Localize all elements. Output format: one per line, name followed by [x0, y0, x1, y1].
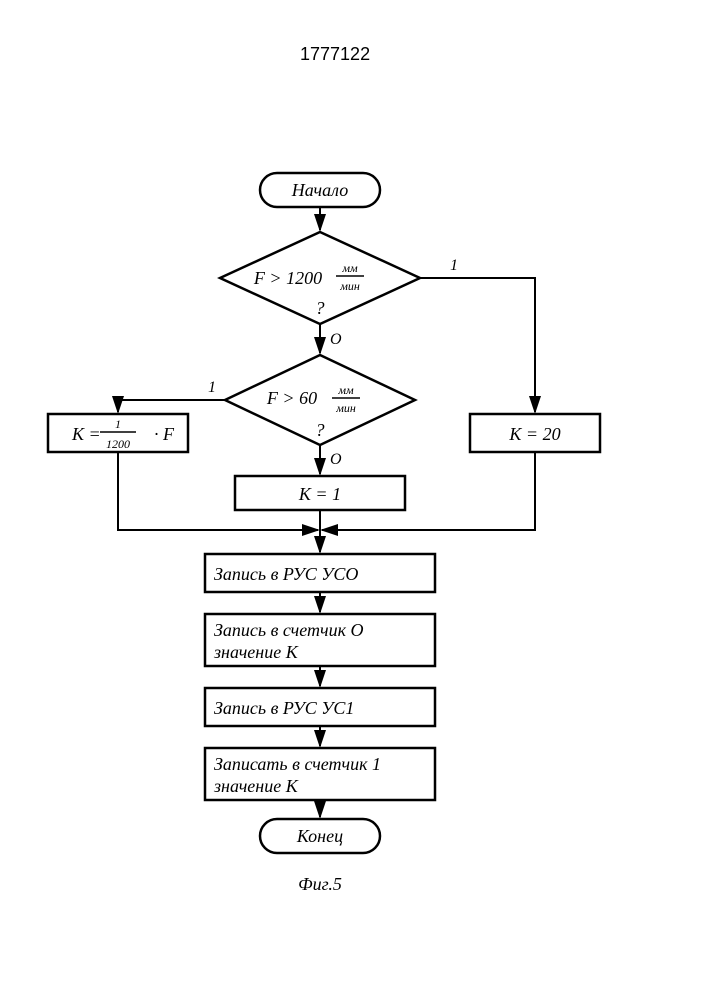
svg-text:K = 20: K = 20	[508, 424, 560, 444]
svg-text:значение К: значение К	[213, 776, 299, 796]
svg-text:O: O	[330, 331, 342, 348]
svg-text:?: ?	[316, 298, 325, 318]
node-cnt0: Запись в счетчик О значение К	[205, 614, 435, 666]
svg-text:мм: мм	[337, 383, 354, 397]
edge-d1-yes: 1	[420, 257, 535, 412]
node-end: Конец	[260, 819, 380, 853]
svg-text:мин: мин	[335, 401, 356, 415]
svg-text:K =: K =	[71, 424, 101, 444]
svg-text:Запись в РУС УСО: Запись в РУС УСО	[214, 564, 358, 584]
svg-text:значение К: значение К	[213, 642, 299, 662]
svg-text:1: 1	[450, 257, 458, 274]
svg-text:?: ?	[316, 420, 325, 440]
node-rus1: Запись в РУС УС1	[205, 688, 435, 726]
svg-text:1: 1	[115, 417, 121, 431]
node-k-formula: K = 1 1200 · F	[48, 414, 188, 452]
node-rus0: Запись в РУС УСО	[205, 554, 435, 592]
svg-text:мин: мин	[339, 279, 360, 293]
node-k20: K = 20	[470, 414, 600, 452]
svg-text:K = 1: K = 1	[298, 484, 341, 504]
svg-text:Запись в счетчик О: Запись в счетчик О	[214, 620, 364, 640]
node-cnt1: Записать в счетчик 1 значение К	[205, 748, 435, 800]
svg-text:F > 1200: F > 1200	[253, 268, 322, 288]
svg-text:O: O	[330, 451, 342, 468]
node-decision-2: F > 60 мм мин ?	[225, 355, 415, 445]
edge-d2-no: O	[320, 445, 342, 474]
svg-text:Начало: Начало	[291, 180, 348, 200]
svg-text:Конец: Конец	[296, 826, 343, 846]
flowchart-svg: 1777122 Начало F > 1200 мм мин ? 1 O F >…	[0, 0, 707, 1000]
edge-d2-yes: 1	[118, 379, 225, 412]
svg-text:Записать в счетчик 1: Записать в счетчик 1	[214, 754, 381, 774]
node-k1: K = 1	[235, 476, 405, 510]
node-decision-1: F > 1200 мм мин ?	[220, 232, 420, 324]
patent-number: 1777122	[300, 44, 370, 64]
svg-text:1200: 1200	[106, 437, 130, 451]
svg-text:· F: · F	[154, 424, 175, 444]
svg-text:Запись в РУС УС1: Запись в РУС УС1	[214, 698, 354, 718]
node-start: Начало	[260, 173, 380, 207]
svg-text:F > 60: F > 60	[266, 388, 317, 408]
figure-caption: Фиг.5	[298, 874, 342, 894]
edge-d1-no: O	[320, 324, 342, 353]
svg-text:1: 1	[208, 379, 216, 396]
svg-text:мм: мм	[341, 261, 358, 275]
